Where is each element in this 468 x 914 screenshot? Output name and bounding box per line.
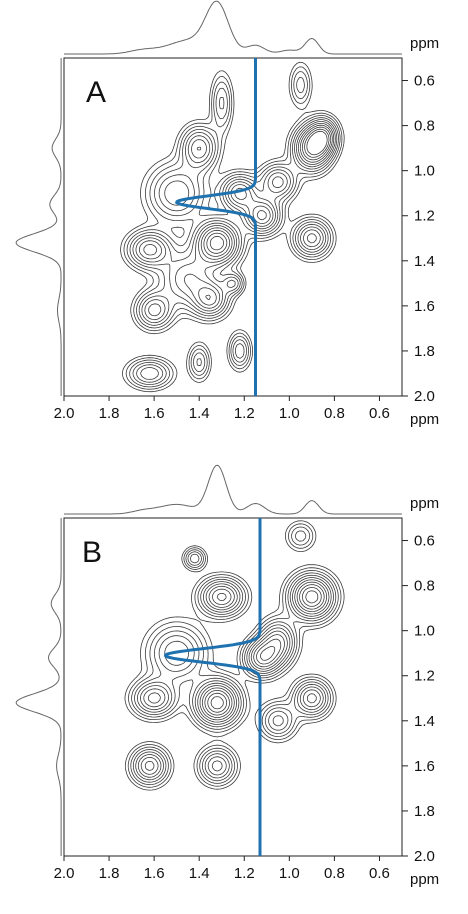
blue-trace-b <box>163 518 262 856</box>
x-tick-label: 1.6 <box>144 865 165 882</box>
x-tick-label: 1.0 <box>279 865 300 882</box>
y-axis-b: 0.6 0.8 1.0 1.2 1.4 1.6 1.8 2.0 <box>402 533 435 865</box>
contour-level <box>209 130 328 251</box>
y-unit-label-a: ppm <box>410 35 439 52</box>
contour-level <box>135 553 334 781</box>
x-tick-label: 1.2 <box>234 405 255 422</box>
contour-level <box>132 97 338 383</box>
contour-map-b <box>124 520 345 791</box>
y-tick-label: 1.0 <box>414 163 435 180</box>
y-tick-label: 0.6 <box>414 73 435 90</box>
contour-level <box>140 579 330 775</box>
panel-letter-b: B <box>82 536 102 569</box>
contour-level <box>207 587 322 713</box>
top-projection-trace <box>64 0 402 55</box>
x-tick-label: 1.4 <box>189 405 210 422</box>
y-tick-label: 0.8 <box>414 578 435 595</box>
contour-level <box>139 123 335 317</box>
y-tick-label: 2.0 <box>414 388 435 405</box>
contour-level <box>203 126 332 301</box>
x-tick-label: 2.0 <box>54 405 75 422</box>
panel-letter-a: A <box>86 76 106 109</box>
panel-b: B 0.6 0.8 1.0 1.2 1.4 1.6 1.8 2.0 2.0 1.8 1.6 1.4 1… <box>15 464 439 888</box>
contour-level <box>127 523 342 788</box>
top-projection-b <box>64 464 402 515</box>
x-unit-label-a: ppm <box>410 411 439 428</box>
x-tick-label: 0.6 <box>369 405 390 422</box>
y-tick-label: 1.0 <box>414 623 435 640</box>
contour-level <box>204 584 325 716</box>
left-projection-trace <box>15 518 62 856</box>
plot-frame-a <box>63 57 403 397</box>
y-tick-label: 0.6 <box>414 533 435 550</box>
contour-level <box>206 128 330 254</box>
x-unit-label-b: ppm <box>410 871 439 888</box>
contour-level <box>126 71 341 388</box>
top-projection-a <box>64 0 402 55</box>
x-tick-label: 1.4 <box>189 865 210 882</box>
y-tick-label: 1.4 <box>414 253 435 270</box>
y-tick-label: 1.8 <box>414 343 435 360</box>
x-tick-label: 2.0 <box>54 865 75 882</box>
contour-level <box>135 121 336 380</box>
contour-level <box>144 581 327 771</box>
y-tick-label: 2.0 <box>414 848 435 865</box>
x-tick-label: 1.6 <box>144 405 165 422</box>
x-tick-label: 1.8 <box>99 865 120 882</box>
blue-trace-a <box>174 58 257 396</box>
contour-level <box>130 526 339 786</box>
x-tick-label: 1.0 <box>279 405 300 422</box>
y-unit-label-b: ppm <box>410 495 439 512</box>
top-projection-trace <box>64 464 402 515</box>
y-tick-label: 1.2 <box>414 668 435 685</box>
plot-frame-b <box>63 517 403 857</box>
x-tick-label: 0.8 <box>324 405 345 422</box>
contour-level <box>124 520 345 791</box>
y-tick-label: 1.4 <box>414 713 435 730</box>
left-projection-a <box>15 58 62 396</box>
y-tick-label: 0.8 <box>414 118 435 135</box>
x-tick-label: 0.6 <box>369 865 390 882</box>
y-tick-label: 1.6 <box>414 758 435 775</box>
y-tick-label: 1.2 <box>414 208 435 225</box>
x-tick-label: 1.2 <box>234 865 255 882</box>
contour-level <box>210 590 319 710</box>
y-tick-label: 1.6 <box>414 298 435 315</box>
x-tick-label: 1.8 <box>99 405 120 422</box>
contour-level <box>137 577 332 778</box>
x-tick-label: 0.8 <box>324 865 345 882</box>
y-axis-a: 0.6 0.8 1.0 1.2 1.4 1.6 1.8 2.0 <box>402 73 435 405</box>
contour-map-a <box>120 61 345 393</box>
x-axis-b: 2.0 1.8 1.6 1.4 1.2 1.0 0.8 0.6 <box>54 856 390 882</box>
contour-level <box>120 61 345 393</box>
left-projection-trace <box>15 58 62 396</box>
x-axis-a: 2.0 1.8 1.6 1.4 1.2 1.0 0.8 0.6 <box>54 396 390 422</box>
y-tick-label: 1.8 <box>414 803 435 820</box>
left-projection-b <box>15 518 62 856</box>
panel-a: A 0.6 0.8 1.0 1.2 1.4 1.6 1.8 2.0 2.0 1.8 1.6 1.4 1… <box>15 0 439 428</box>
